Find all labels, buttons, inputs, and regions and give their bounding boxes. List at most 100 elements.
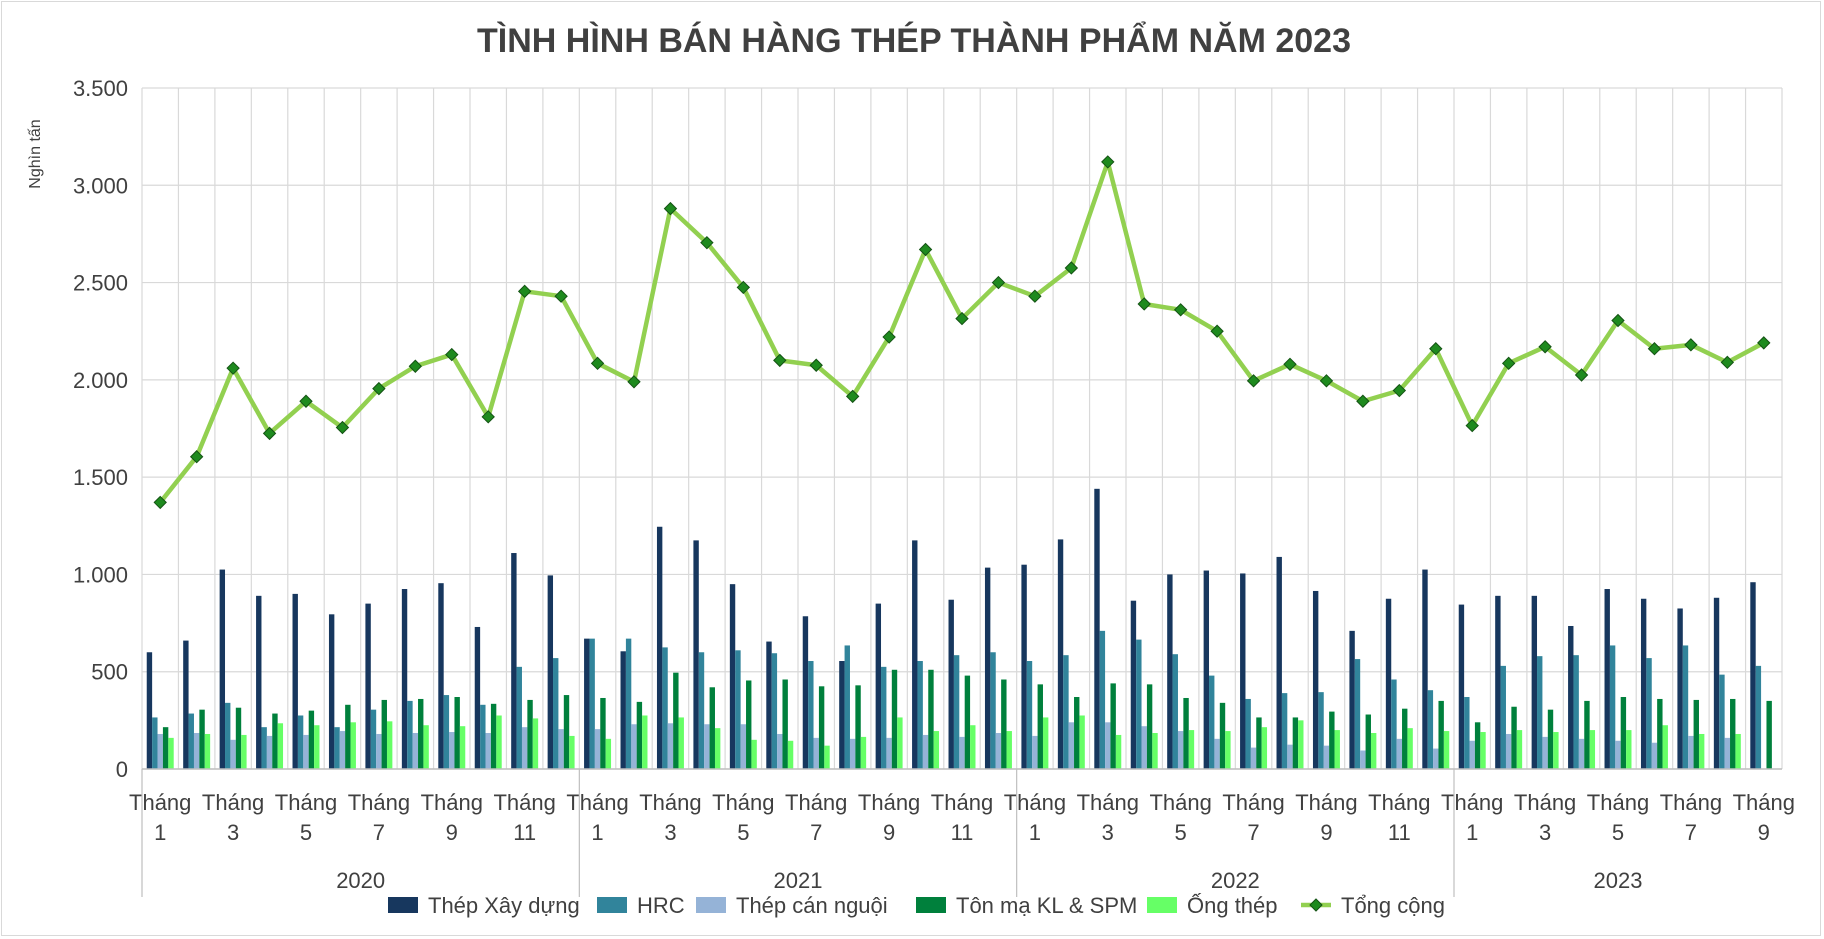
bar [860,736,867,769]
bar [1589,730,1596,769]
line-point [1283,357,1297,371]
bar [990,652,996,769]
bar [1130,600,1137,769]
x-tick-label: 9 [1320,820,1332,845]
bar [787,740,794,769]
line-point [809,358,823,372]
bar [350,722,356,769]
line-point [262,426,277,441]
x-tick-label: 7 [1685,820,1697,845]
bar [1458,604,1465,769]
bar [1578,738,1585,769]
bar [1152,733,1158,769]
bar [1750,582,1756,769]
bar [1068,722,1075,769]
bar [532,718,539,769]
line-point [481,410,495,424]
total-series-line [158,159,1765,504]
bar [1312,590,1319,769]
x-tick-label: Tháng [1587,790,1649,815]
x-tick-label: 5 [1175,820,1187,845]
x-tick-label: Tháng [931,790,993,815]
bar [277,723,284,769]
x-tick-label: Tháng [785,790,847,815]
bar [345,704,351,769]
bar [1276,556,1282,769]
bar [1172,654,1178,769]
x-tick-label: Tháng [202,790,264,815]
x-tick-label: Tháng [1004,790,1066,815]
bar [1329,711,1335,769]
bar [1074,697,1080,769]
line-point [736,280,751,295]
bar [339,731,346,769]
bar [365,603,371,769]
bar [1115,734,1122,769]
bar [418,698,424,769]
bar [547,575,554,769]
bar [261,727,267,769]
bar [1214,738,1220,769]
bar [193,733,200,769]
x-tick-label: 7 [373,820,385,845]
year-label: 2021 [774,868,823,893]
bar [162,727,169,769]
legend-label: Tôn mạ KL & SPM [956,893,1137,918]
line-point [554,289,568,303]
bar [881,666,887,769]
line-point [1757,336,1771,350]
bar [558,729,564,769]
bar [1334,730,1340,769]
bar [1735,733,1741,769]
x-tick-label: 9 [446,820,458,845]
bar [735,650,741,769]
legend-swatch [1147,897,1177,913]
bar [1396,738,1403,769]
bar [1719,674,1725,769]
bar [303,734,309,769]
bar [1505,733,1512,769]
y-axis-label: Nghìn tấn [27,119,44,188]
x-tick-label: 11 [951,820,974,845]
bar [219,569,226,769]
bar [1495,595,1501,769]
bar [1724,737,1731,769]
bar [839,661,845,769]
chart-title: TÌNH HÌNH BÁN HÀNG THÉP THÀNH PHẨM NĂM 2… [477,22,1351,60]
bar [1480,732,1486,769]
bar [1730,698,1736,769]
bar [1657,698,1663,769]
legend-item: Tôn mạ KL & SPM [916,893,1137,918]
bar [1640,598,1647,769]
bar [818,686,825,769]
bar [995,733,1002,769]
bar [802,616,809,769]
bar [693,540,699,769]
line-point [590,356,605,371]
bar [1250,747,1257,769]
bar [589,638,595,769]
bar [1438,700,1444,769]
line-point [1720,355,1735,370]
bar [1615,740,1621,769]
bar [673,672,679,769]
line-point [1465,418,1479,433]
bar [485,733,491,769]
bar [386,721,393,769]
line-point [1028,289,1042,303]
bar [292,593,298,769]
line-point [955,311,969,326]
bar [1604,589,1610,769]
bar [1651,742,1658,769]
bar [1203,570,1210,769]
line-point [1356,394,1370,408]
bar [496,715,502,769]
bar [1037,684,1043,769]
bar [1188,730,1195,769]
bar [771,653,778,769]
bar [521,727,528,769]
bar [922,734,929,769]
line-point [1392,383,1407,398]
bar [813,737,819,769]
bars-layer [146,488,1772,769]
